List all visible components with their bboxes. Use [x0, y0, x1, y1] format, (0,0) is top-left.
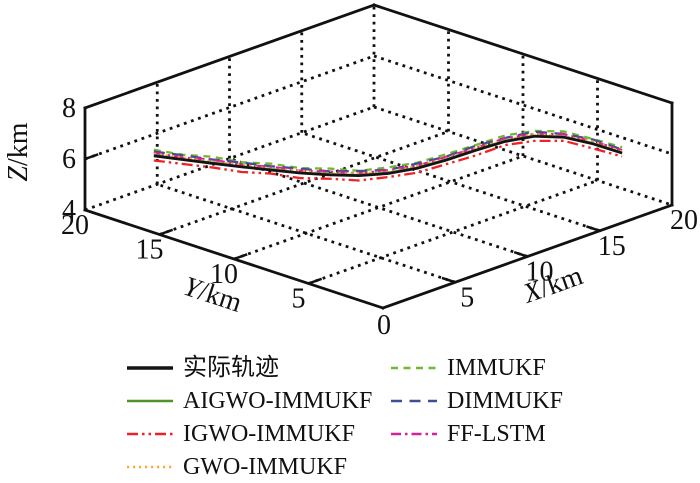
floor-grid-y-10 — [233, 154, 524, 261]
legend-label-ff-lstm: FF-LSTM — [447, 420, 546, 447]
z-tick-label-6: 6 — [62, 144, 76, 175]
legend-label-gwo-immukf: GWO-IMMUKF — [183, 453, 347, 480]
legend-item-immukf: IMMUKF — [390, 351, 563, 384]
legend-line-sample-immukf — [391, 366, 437, 369]
grid-lines — [84, 5, 673, 285]
legend-column-right: IMMUKF DIMMUKF FF-LSTM — [390, 351, 563, 450]
floor-grid-y-5 — [308, 179, 598, 285]
series-lines — [153, 129, 623, 182]
x-tick-label-15: 15 — [598, 231, 626, 262]
z-axis-title: Z/km — [3, 122, 34, 181]
legend-item-igwo-immukf: IGWO-IMMUKF — [126, 417, 372, 450]
x-tick-label-20: 20 — [670, 205, 698, 236]
legend-line-sample-actual-trajectory — [127, 365, 173, 370]
y-tick-label-20: 20 — [61, 210, 89, 241]
z-tick-6 — [84, 153, 99, 161]
legend-line-sample-gwo-immukf — [127, 465, 173, 468]
x-tick-label-10: 10 — [526, 257, 554, 288]
legend-line-sample-ff-lstm — [391, 432, 437, 435]
z-tick-label-4: 4 — [62, 195, 76, 226]
series-line-dimmukf — [153, 130, 623, 173]
legend: 实际轨迹 AIGWO-IMMUKF IGWO-IMMUKF GWO-IMMUKF IM… — [0, 351, 700, 481]
x-tick-15 — [586, 225, 601, 232]
tick-marks — [84, 153, 601, 285]
hidden-edge-floor-left — [84, 105, 375, 212]
legend-item-dimmukf: DIMMUKF — [390, 384, 563, 417]
legend-item-actual-trajectory: 实际轨迹 — [126, 351, 372, 384]
legend-item-aigwo-immukf: AIGWO-IMMUKF — [126, 384, 372, 417]
series-line-igwo-immukf — [153, 139, 623, 182]
x-tick-label-5: 5 — [460, 282, 474, 313]
legend-label-actual-trajectory: 实际轨迹 — [183, 354, 279, 381]
top-right-edge — [372, 3, 674, 105]
legend-label-aigwo-immukf: AIGWO-IMMUKF — [183, 387, 373, 414]
x-tick-label-0: 0 — [377, 310, 391, 341]
legend-line-sample-aigwo-immukf — [127, 399, 173, 402]
x-tick-10 — [513, 250, 528, 258]
legend-label-dimmukf: DIMMUKF — [447, 387, 564, 414]
y-tick-10 — [233, 253, 248, 261]
wall-grid-z6-left — [84, 54, 375, 161]
x-axis-title: X/km — [518, 260, 587, 310]
floor-grid-y-15 — [159, 130, 449, 236]
y-tick-label-5: 5 — [292, 284, 306, 315]
x-tick-5 — [441, 276, 456, 284]
y-tick-15 — [159, 228, 174, 236]
legend-line-sample-dimmukf — [391, 399, 437, 402]
z-tick-label-8: 8 — [62, 93, 76, 124]
legend-column-left: 实际轨迹 AIGWO-IMMUKF IGWO-IMMUKF GWO-IMMUKF — [126, 351, 372, 483]
legend-label-immukf: IMMUKF — [447, 354, 546, 381]
top-left-edge — [83, 3, 376, 110]
y-tick-5 — [308, 277, 323, 285]
floor-grid-x-15 — [301, 131, 601, 233]
legend-label-igwo-immukf: IGWO-IMMUKF — [183, 420, 355, 447]
legend-item-gwo-immukf: GWO-IMMUKF — [126, 450, 372, 483]
y-tick-label-10: 10 — [210, 259, 238, 290]
series-line-aigwo-immukf — [153, 134, 623, 177]
legend-item-ff-lstm: FF-LSTM — [390, 417, 563, 450]
legend-line-sample-igwo-immukf — [127, 432, 173, 435]
y-tick-label-15: 15 — [136, 235, 164, 266]
series-line-actual-trajectory — [153, 134, 623, 178]
